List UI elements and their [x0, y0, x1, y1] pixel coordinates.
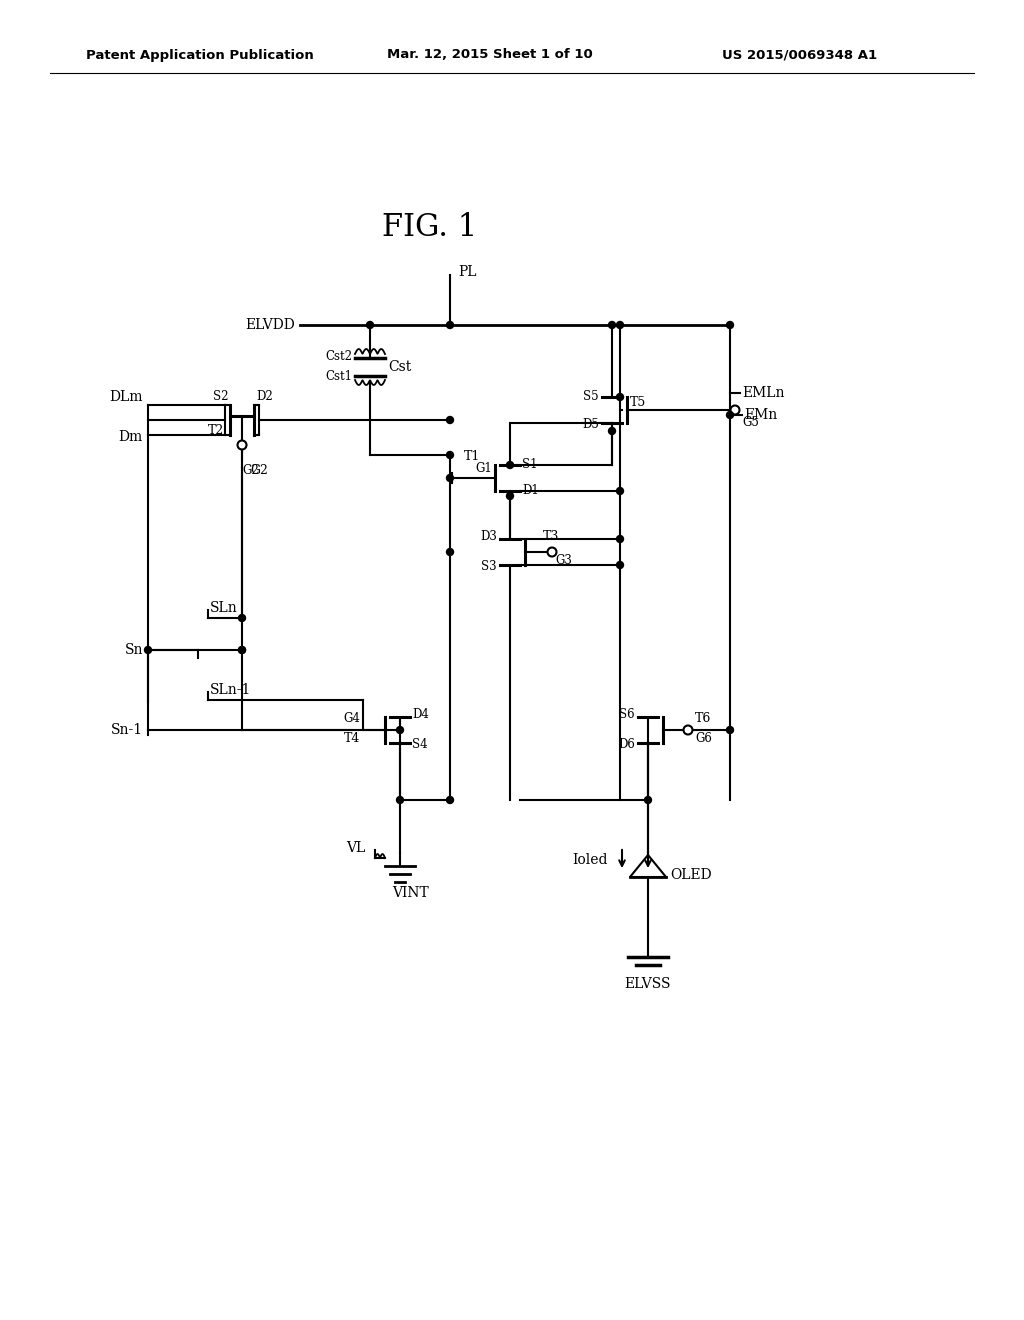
Text: Cst: Cst [388, 360, 412, 374]
Text: T4: T4 [344, 731, 360, 744]
Text: G2: G2 [242, 463, 259, 477]
Text: SLn: SLn [210, 601, 238, 615]
Text: Patent Application Publication: Patent Application Publication [86, 49, 314, 62]
Circle shape [367, 322, 374, 329]
Text: T1: T1 [464, 450, 480, 462]
Text: T3: T3 [543, 529, 559, 543]
Text: D1: D1 [522, 484, 539, 498]
Circle shape [446, 322, 454, 329]
Text: D4: D4 [412, 709, 429, 722]
Text: ELVDD: ELVDD [246, 318, 295, 333]
Text: ELVSS: ELVSS [625, 977, 672, 991]
Text: S4: S4 [412, 738, 428, 751]
Text: EMLn: EMLn [742, 385, 784, 400]
Circle shape [726, 322, 733, 329]
Text: S1: S1 [522, 458, 538, 471]
Circle shape [616, 487, 624, 495]
Text: S3: S3 [481, 561, 497, 573]
Text: S2: S2 [213, 391, 228, 404]
Circle shape [616, 561, 624, 569]
Circle shape [446, 796, 454, 804]
Text: G2: G2 [250, 463, 268, 477]
Text: Sn-1: Sn-1 [111, 723, 143, 737]
Text: Cst1: Cst1 [325, 371, 352, 384]
Circle shape [446, 451, 454, 458]
Text: FIG. 1: FIG. 1 [382, 213, 477, 243]
Circle shape [446, 417, 454, 424]
Text: T6: T6 [695, 711, 712, 725]
Circle shape [616, 322, 624, 329]
Text: US 2015/0069348 A1: US 2015/0069348 A1 [723, 49, 878, 62]
Text: Ioled: Ioled [572, 853, 608, 867]
Text: VL: VL [346, 841, 365, 855]
Text: DLm: DLm [110, 389, 143, 404]
Text: OLED: OLED [670, 869, 712, 882]
Circle shape [144, 647, 152, 653]
Text: Cst2: Cst2 [325, 351, 352, 363]
Text: VINT: VINT [392, 886, 429, 900]
Circle shape [644, 796, 651, 804]
Text: T5: T5 [630, 396, 646, 408]
Text: G3: G3 [555, 553, 571, 566]
Circle shape [616, 393, 624, 400]
Circle shape [396, 726, 403, 734]
Text: G4: G4 [343, 711, 360, 725]
Text: T2: T2 [208, 424, 224, 437]
Circle shape [608, 428, 615, 434]
Text: SLn-1: SLn-1 [210, 682, 251, 697]
Text: Dm: Dm [119, 430, 143, 444]
Circle shape [446, 549, 454, 556]
Circle shape [446, 474, 454, 482]
Circle shape [616, 536, 624, 543]
Circle shape [726, 412, 733, 418]
Text: G6: G6 [695, 731, 712, 744]
Text: S6: S6 [620, 709, 635, 722]
Circle shape [507, 492, 513, 499]
Circle shape [239, 615, 246, 622]
Circle shape [507, 462, 513, 469]
Text: D6: D6 [618, 738, 635, 751]
Text: EMn: EMn [744, 408, 777, 422]
Circle shape [608, 322, 615, 329]
Text: Sn: Sn [125, 643, 143, 657]
Text: D2: D2 [256, 391, 272, 404]
Text: D3: D3 [480, 531, 497, 544]
Text: PL: PL [458, 265, 476, 279]
Text: G1: G1 [475, 462, 492, 474]
Circle shape [239, 647, 246, 653]
Text: S5: S5 [584, 389, 599, 403]
Text: D5: D5 [582, 417, 599, 430]
Circle shape [239, 647, 246, 653]
Circle shape [726, 726, 733, 734]
Text: G5: G5 [742, 416, 759, 429]
Text: Mar. 12, 2015 Sheet 1 of 10: Mar. 12, 2015 Sheet 1 of 10 [387, 49, 593, 62]
Circle shape [396, 796, 403, 804]
